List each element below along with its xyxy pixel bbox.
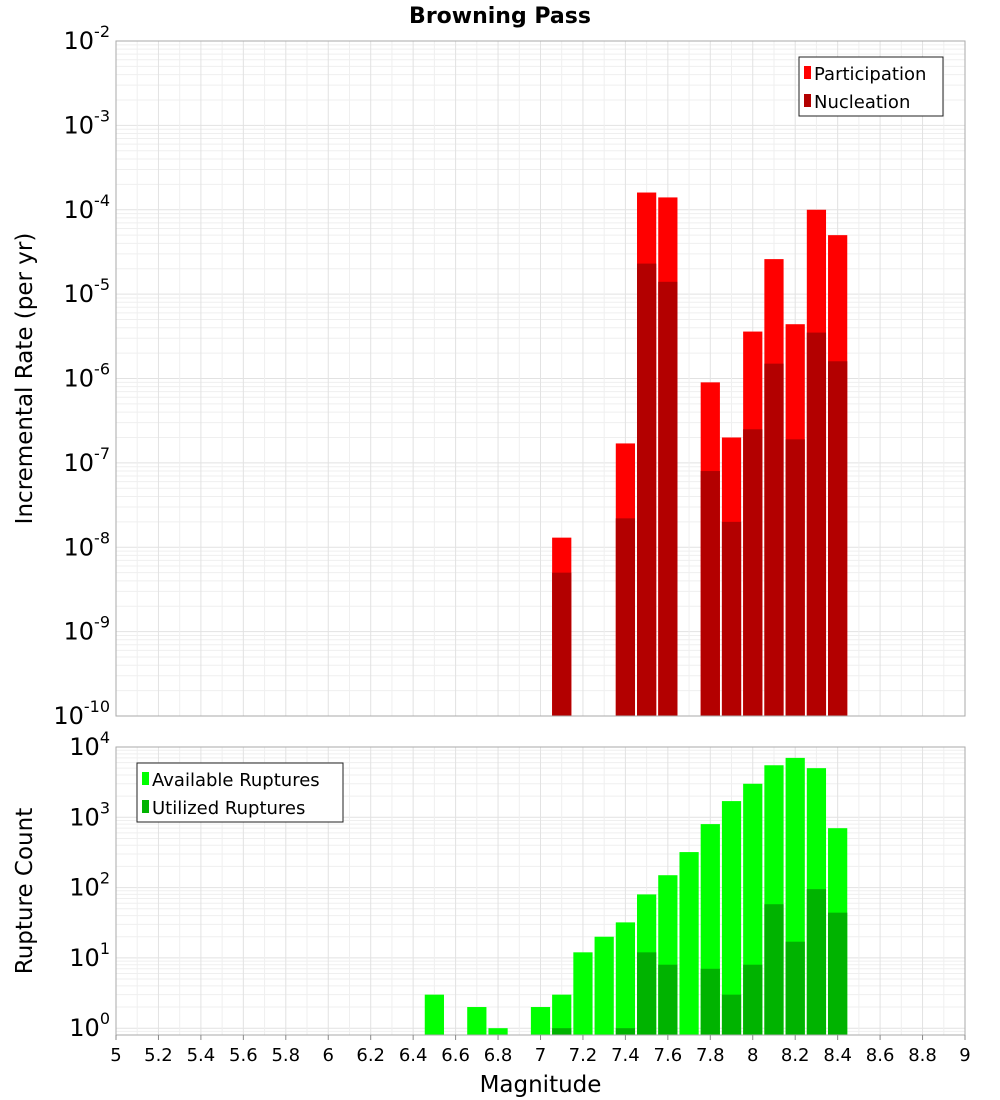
count-bar-secondary <box>764 904 784 1035</box>
count-bar-primary <box>467 1007 487 1035</box>
magnitude-x-tick-label: 8.8 <box>908 1045 937 1066</box>
count-bar-primary <box>594 936 614 1035</box>
count-y-tick-label: 100 <box>69 1009 110 1042</box>
rate-plot-frame <box>115 40 966 717</box>
rate-y-tick-label: 10-9 <box>64 613 111 646</box>
rate-bar-secondary <box>764 363 784 716</box>
rate-legend-swatch <box>804 66 811 79</box>
magnitude-x-tick-label: 6 <box>323 1045 334 1066</box>
count-legend-box <box>136 762 344 823</box>
count-legend-swatch <box>142 772 149 785</box>
rate-bars <box>552 192 848 717</box>
rate-y-tick-label: 10-3 <box>64 106 111 139</box>
magnitude-x-tick-label: 5.2 <box>144 1045 173 1066</box>
count-bar-secondary <box>828 912 848 1035</box>
rate-bar-secondary <box>658 281 678 716</box>
count-bar-secondary <box>700 968 720 1035</box>
magnitude-x-tick-label: 8 <box>747 1045 758 1066</box>
rate-legend-box <box>798 56 944 117</box>
magnitude-x-tick-label: 7.4 <box>611 1045 640 1066</box>
rate-y-tick-label: 10-8 <box>64 528 111 561</box>
rate-legend-swatch <box>804 94 811 107</box>
magnitude-x-tick-label: 6.6 <box>441 1045 470 1066</box>
count-bar-primary <box>573 952 593 1035</box>
rate-y-axis-label: Incremental Rate (per yr) <box>12 233 38 525</box>
rate-bar-secondary <box>615 518 636 716</box>
magnitude-x-tick-label: 5 <box>110 1045 121 1066</box>
magnitude-x-tick-label: 5.8 <box>271 1045 300 1066</box>
count-bar-secondary <box>552 1028 572 1035</box>
magnitude-x-tick-label: 6.4 <box>399 1045 428 1066</box>
rate-y-tick-label: 10-10 <box>53 697 110 730</box>
rate-y-tick-label: 10-6 <box>64 360 111 393</box>
rate-y-tick-label: 10-5 <box>64 275 111 308</box>
magnitude-x-tick-label: 6.2 <box>356 1045 385 1066</box>
count-bar-secondary <box>615 1028 636 1035</box>
rate-y-tick-label: 10-2 <box>64 22 111 55</box>
rate-panel: 10-10 10-9 10-8 10-7 10-6 10-5 10-4 10-3 10-2 In… <box>12 22 966 730</box>
rate-y-tick-label: 10-4 <box>64 191 111 224</box>
rate-y-tick-label: 10-7 <box>64 444 111 477</box>
magnitude-x-tick-label: 5.4 <box>187 1045 216 1066</box>
count-bars <box>424 757 848 1035</box>
magnitude-x-ticks: 5 5.2 5.4 5.6 5.8 6 6.2 6.4 6.6 6.8 7 7.2 7.4 7.6 7.8 8… <box>110 1035 971 1066</box>
rate-bar-secondary <box>552 572 572 716</box>
rate-legend: Participation Nucleation <box>798 56 944 117</box>
count-y-ticks: 100 101 102 103 104 <box>69 728 110 1042</box>
magnitude-x-tick-label: 9 <box>959 1045 970 1066</box>
count-bar-secondary <box>785 941 805 1035</box>
magnitude-x-tick-label: 8.6 <box>866 1045 895 1066</box>
magnitude-x-tick-label: 6.8 <box>484 1045 513 1066</box>
rate-bar-secondary <box>637 263 657 716</box>
count-bar-secondary <box>637 952 657 1035</box>
magnitude-x-tick-label: 7.2 <box>569 1045 598 1066</box>
rate-legend-label: Participation <box>814 64 926 85</box>
count-bar-secondary <box>806 889 827 1035</box>
magnitude-x-axis-label: Magnitude <box>480 1072 602 1098</box>
rate-bar-secondary <box>700 471 720 716</box>
rate-bar-secondary <box>828 361 848 716</box>
count-legend-label: Available Ruptures <box>152 770 320 791</box>
magnitude-x-tick-label: 8.2 <box>781 1045 810 1066</box>
count-bar-primary <box>679 852 699 1035</box>
count-bar-secondary <box>721 994 742 1035</box>
count-bar-primary <box>424 994 444 1035</box>
count-y-tick-label: 102 <box>69 869 110 902</box>
rate-bar-secondary <box>721 521 742 716</box>
count-legend-label: Utilized Ruptures <box>152 798 305 819</box>
count-bar-primary <box>530 1007 551 1035</box>
rate-bar-secondary <box>785 439 805 716</box>
count-bar-primary <box>488 1028 508 1035</box>
count-bar-secondary <box>743 964 763 1035</box>
chart-title: Browning Pass <box>409 4 591 29</box>
magnitude-x-tick-label: 8.4 <box>823 1045 852 1066</box>
count-bar-secondary <box>658 964 678 1035</box>
count-bar-primary <box>721 801 742 1035</box>
magnitude-x-tick-label: 7 <box>535 1045 546 1066</box>
rate-bar-secondary <box>743 429 763 716</box>
count-legend-swatch <box>142 800 149 813</box>
count-bar-primary <box>552 994 572 1035</box>
count-legend: Available Ruptures Utilized Ruptures <box>136 762 344 823</box>
rate-y-ticks: 10-10 10-9 10-8 10-7 10-6 10-5 10-4 10-3 10-2 <box>53 22 110 730</box>
count-y-tick-label: 103 <box>69 798 110 831</box>
count-y-tick-label: 101 <box>69 939 110 972</box>
count-panel: 100 101 102 103 104 5 5.2 5.4 5.6 5.8 6 6.2 6.4 6.6 6… <box>12 728 971 1098</box>
rate-legend-label: Nucleation <box>814 92 910 113</box>
count-bar-primary <box>615 922 636 1035</box>
magnitude-x-tick-label: 7.8 <box>696 1045 725 1066</box>
magnitude-x-tick-label: 5.6 <box>229 1045 258 1066</box>
count-y-axis-label: Rupture Count <box>12 808 38 974</box>
count-y-tick-label: 104 <box>69 728 110 761</box>
magnitude-x-tick-label: 7.6 <box>654 1045 683 1066</box>
rate-bar-secondary <box>806 332 827 716</box>
